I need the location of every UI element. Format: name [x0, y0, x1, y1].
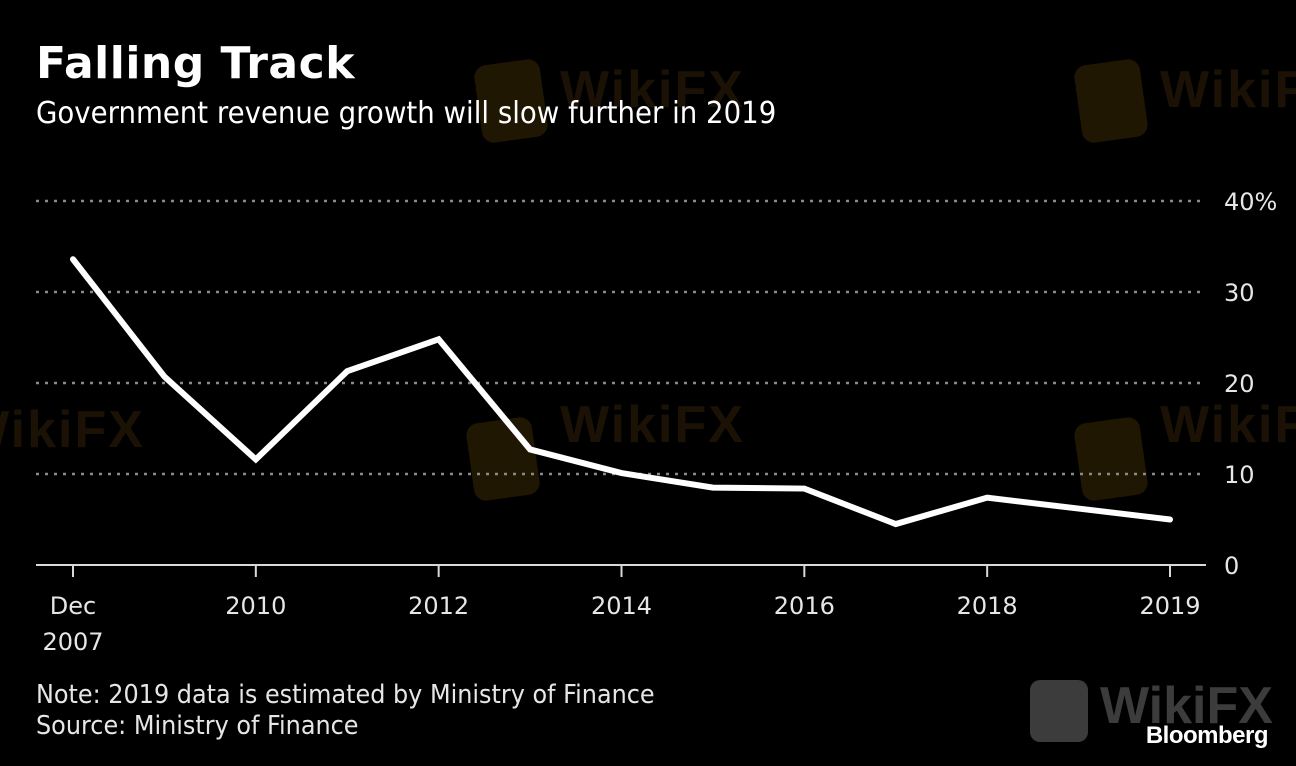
x-tick-label: 2016: [774, 592, 835, 620]
x-tick-label: 2007: [42, 628, 103, 656]
x-tick-label: 2019: [1139, 592, 1200, 620]
y-tick-label: 40%: [1224, 188, 1277, 216]
watermark-text: WikiFX: [560, 396, 745, 454]
gridlines: [36, 199, 1206, 476]
y-tick-label: 10: [1224, 461, 1255, 489]
watermark-text: WikiFX: [0, 401, 145, 459]
chart-note: Note: 2019 data is estimated by Ministry…: [36, 680, 655, 710]
y-tick-label: 0: [1224, 552, 1239, 580]
y-tick-label: 30: [1224, 279, 1255, 307]
y-tick-label: 20: [1224, 370, 1255, 398]
x-tick-label: Dec: [50, 592, 96, 620]
series-line: [70, 256, 1173, 528]
x-tick-label: 2014: [591, 592, 652, 620]
watermark-text: WikiFX: [1160, 61, 1296, 119]
x-tick-label: 2012: [408, 592, 469, 620]
x-axis: Dec 2007 2010 2012 2014 2016 2018 2019: [36, 564, 1206, 656]
series: [70, 256, 1173, 528]
x-tick-label: 2018: [957, 592, 1018, 620]
x-tick-label: 2010: [225, 592, 286, 620]
wikifx-logo-icon: [1030, 680, 1088, 742]
y-axis-ticks: 0 10 20 30 40%: [1224, 188, 1277, 580]
bloomberg-logo: Bloomberg: [1145, 722, 1269, 749]
chart-source: Source: Ministry of Finance: [36, 711, 359, 741]
chart-subtitle: Government revenue growth will slow furt…: [36, 96, 777, 131]
watermark-text: WikiFX: [560, 61, 745, 119]
chart-title: Falling Track: [36, 38, 355, 89]
wikifx-watermark: WikiFX: [1100, 677, 1273, 735]
watermark-text: WikiFX: [1160, 396, 1296, 454]
